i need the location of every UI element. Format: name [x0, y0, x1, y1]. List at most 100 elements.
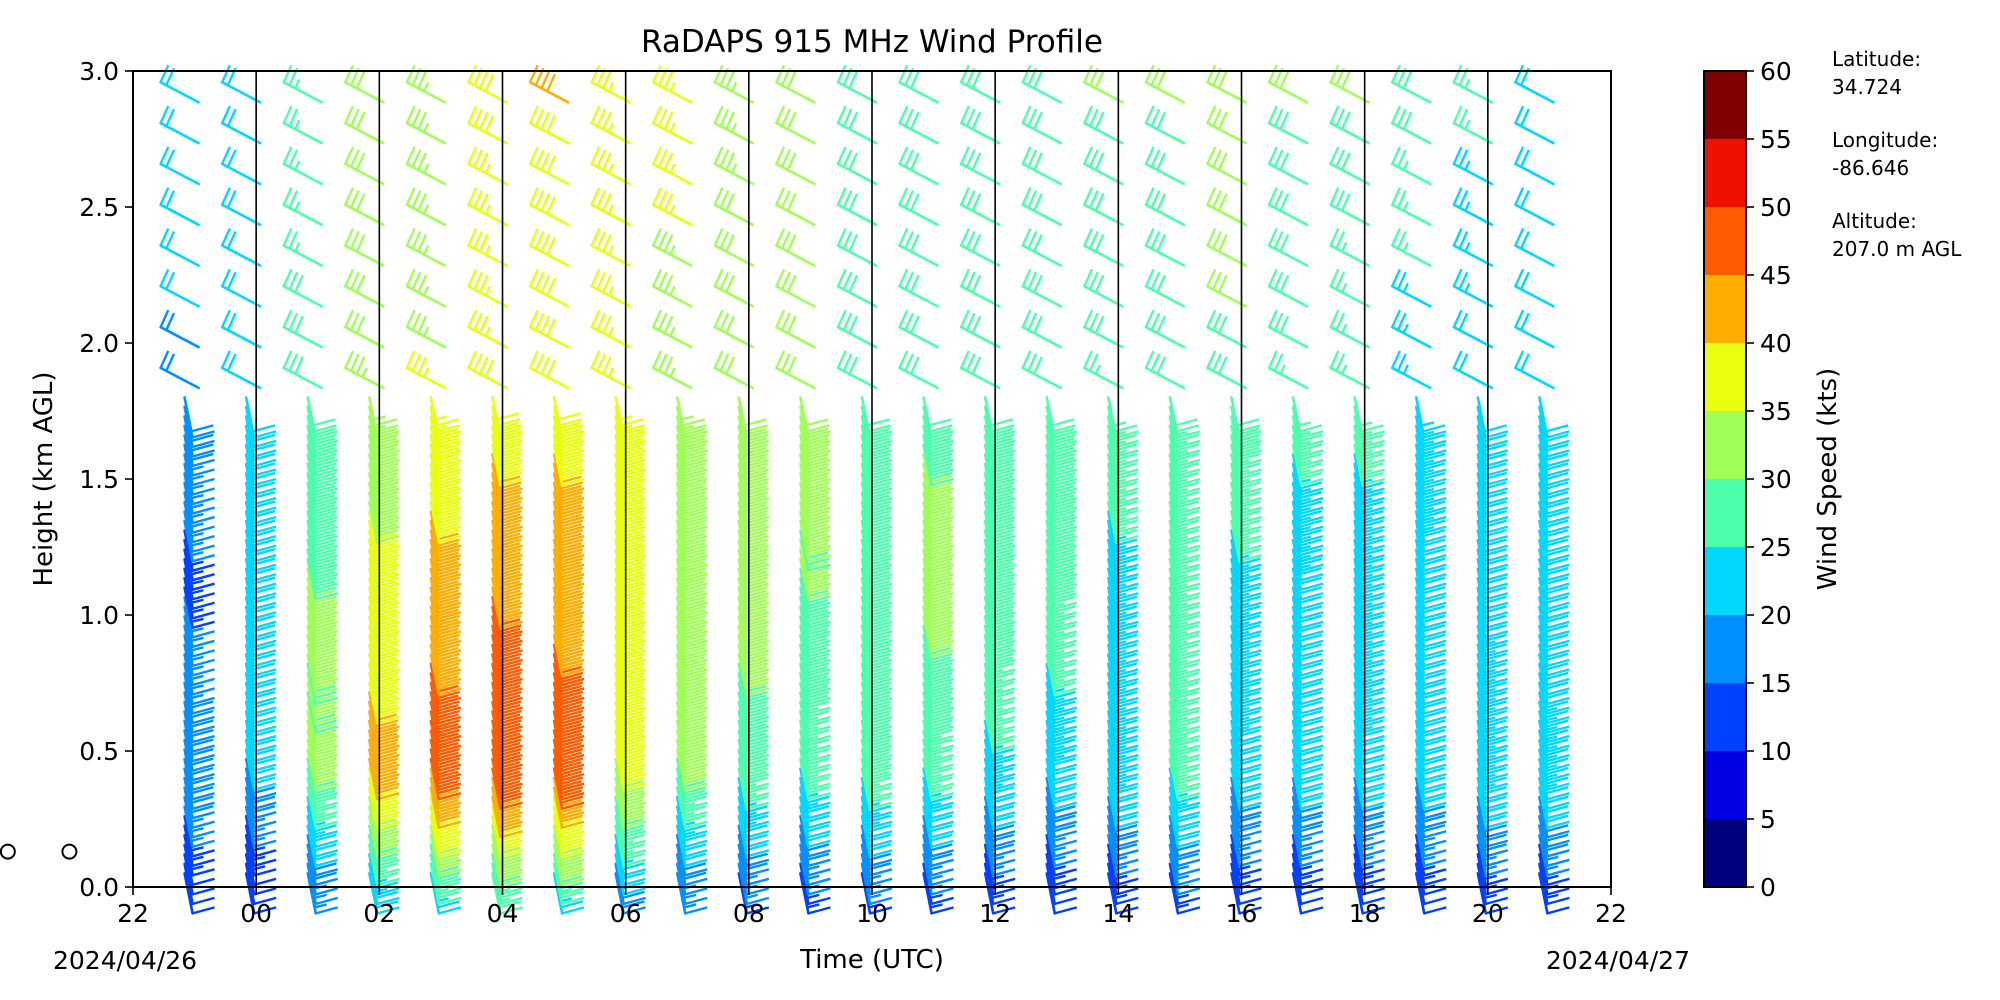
barb-flag — [623, 439, 646, 449]
wind-barb — [244, 843, 277, 887]
barb-flag — [314, 824, 337, 833]
barb-flag — [682, 494, 706, 503]
barb-flag — [746, 658, 770, 668]
barb-flag — [315, 439, 339, 449]
barb-half-flag — [669, 367, 676, 378]
wind-barb — [306, 767, 339, 810]
barb-half-flag — [191, 579, 204, 585]
barb-flag — [869, 877, 893, 886]
wind-barb — [405, 350, 447, 390]
barb-flag — [1116, 592, 1139, 601]
barb-flag — [1052, 551, 1075, 560]
barb-flag — [1116, 858, 1139, 867]
barb-flag — [500, 544, 523, 553]
barb-flag — [561, 744, 585, 753]
barb-flag — [226, 312, 237, 331]
barb-flag — [500, 658, 523, 668]
barb-flag — [623, 477, 646, 487]
wind-barb — [183, 567, 215, 611]
barb-flag — [683, 586, 707, 595]
barb-flag — [992, 677, 1016, 687]
barb-half-flag — [669, 122, 676, 133]
barb-flag — [253, 630, 277, 639]
wind-barb — [344, 105, 385, 145]
barb-flag — [192, 639, 215, 648]
barb-flag — [546, 155, 556, 174]
barb-flag — [898, 187, 909, 206]
barb-flag — [560, 605, 584, 614]
barb-flag — [561, 582, 585, 591]
wind-barb — [1168, 795, 1201, 839]
wind-barb — [220, 187, 262, 226]
wind-barb — [306, 615, 339, 658]
barb-staff — [590, 80, 631, 104]
barb-flag — [411, 353, 422, 372]
barb-flag — [805, 675, 829, 684]
barb-flag — [478, 356, 489, 375]
barb-flag — [786, 111, 797, 130]
barb-flag — [344, 105, 355, 124]
barb-flag — [1054, 677, 1078, 687]
barb-staff — [1045, 872, 1057, 915]
barb-flag — [808, 706, 831, 715]
barb-flag — [965, 312, 976, 331]
barb-flag — [314, 766, 337, 776]
wind-barb — [183, 824, 215, 868]
barb-flag — [1053, 481, 1076, 490]
barb-flag — [746, 858, 770, 867]
barb-flag — [473, 149, 483, 168]
wind-barb — [467, 268, 508, 308]
wind-barb — [799, 596, 831, 639]
barb-half-flag — [669, 285, 676, 296]
wind-barb — [922, 481, 954, 525]
barb-flag — [806, 652, 830, 662]
wind-barb — [282, 227, 324, 267]
barb-flag — [500, 487, 523, 496]
barb-half-flag — [191, 817, 204, 823]
barb-flag — [191, 805, 214, 814]
wind-barb — [183, 396, 215, 439]
barb-flag — [313, 494, 336, 503]
barb-flag — [437, 528, 461, 538]
wind-barb — [282, 146, 324, 186]
barb-flag — [1054, 430, 1078, 439]
wind-barb — [651, 105, 693, 145]
barb-half-flag — [607, 81, 615, 92]
barb-flag — [438, 554, 462, 563]
barb-flag — [842, 149, 853, 168]
barb-flag — [438, 782, 462, 791]
barb-flag — [253, 487, 277, 496]
barb-flag — [928, 608, 952, 617]
barb-flag — [684, 544, 708, 553]
barb-flag — [786, 70, 797, 89]
barb-flag — [930, 690, 953, 700]
wind-barb — [651, 350, 693, 390]
barb-flag — [437, 643, 461, 652]
barb-flag — [869, 725, 893, 734]
wind-barb — [799, 548, 831, 592]
barb-flag — [930, 500, 953, 509]
barb-flag — [684, 906, 708, 915]
barb-flag — [725, 193, 736, 212]
barb-staff — [159, 203, 200, 226]
barb-staff — [590, 203, 631, 226]
barb-flag — [561, 706, 585, 715]
barb-flag — [931, 868, 954, 877]
barb-flag — [590, 350, 601, 369]
wind-barb — [922, 548, 954, 592]
barb-flag — [808, 830, 831, 839]
barb-flag — [746, 687, 770, 696]
barb-flag — [781, 230, 791, 249]
barb-half-flag — [191, 627, 204, 633]
wind-barb — [1045, 557, 1078, 601]
barb-flag — [1088, 230, 1099, 249]
barb-flag — [746, 849, 770, 858]
barb-flag — [560, 805, 584, 814]
barb-flag — [313, 665, 336, 675]
wind-barb — [220, 146, 262, 186]
barb-flag — [288, 190, 299, 209]
barb-staff — [282, 325, 324, 349]
barb-flag — [436, 618, 459, 627]
barb-flag — [561, 534, 585, 544]
barb-flag — [869, 658, 893, 668]
